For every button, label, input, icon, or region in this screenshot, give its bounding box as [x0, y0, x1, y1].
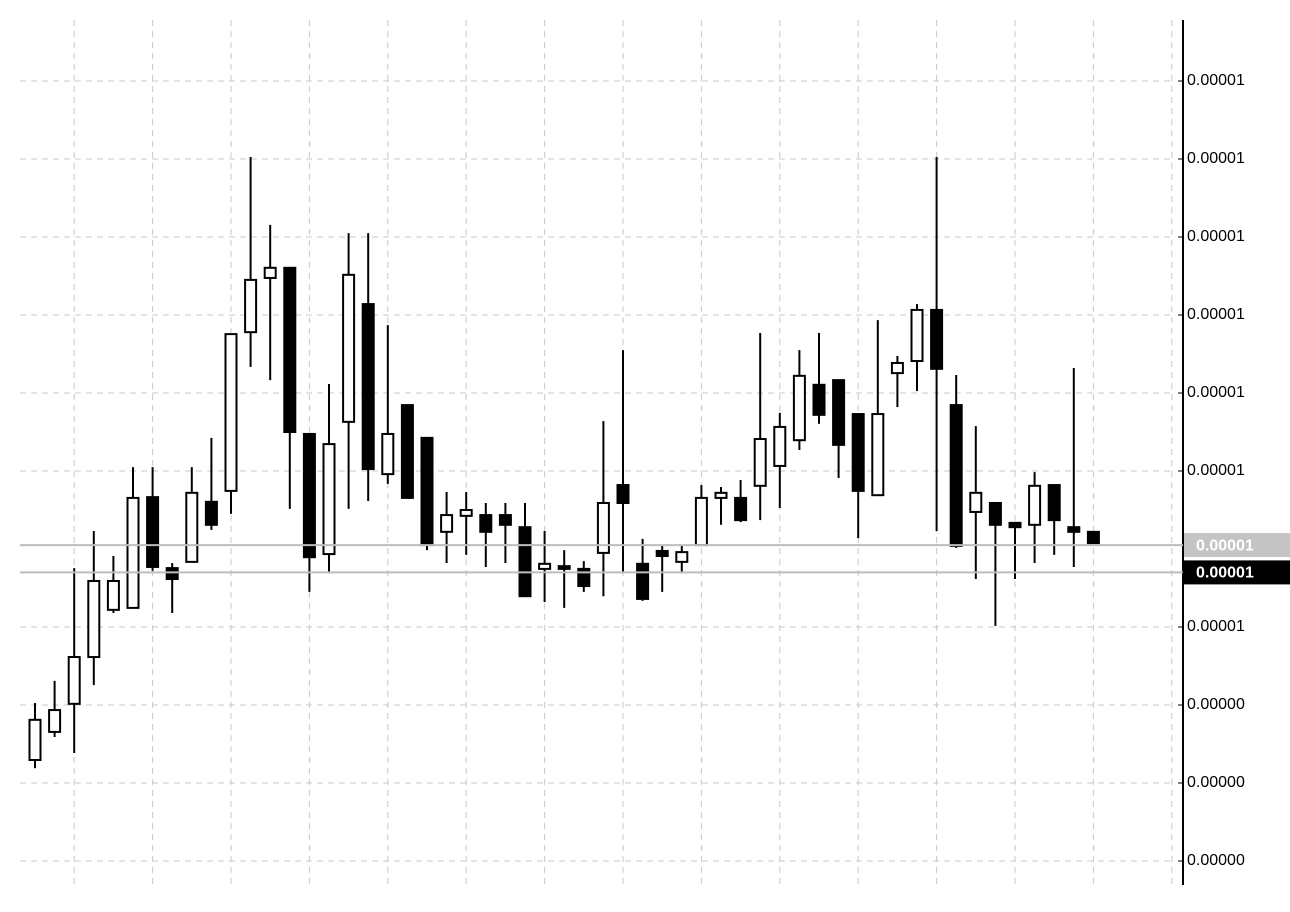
candle-body-up: [714, 491, 728, 499]
candle-body-down: [146, 496, 160, 568]
candle-body-down: [577, 567, 591, 588]
candle-body-down: [302, 432, 316, 559]
candle-body-down: [851, 413, 865, 492]
candle-body-up: [538, 562, 552, 570]
candle-body-up: [322, 443, 336, 556]
candle-body-down: [949, 404, 963, 547]
candle-body-down: [734, 496, 748, 522]
candle-body-up: [185, 491, 199, 563]
candle-body-down: [557, 565, 571, 570]
candle-body-down: [420, 436, 434, 547]
candle-body-down: [165, 567, 179, 581]
candle-body-down: [832, 379, 846, 446]
candle-body-up: [1028, 484, 1042, 526]
candle-body-down: [361, 303, 375, 471]
candle-body-down: [204, 500, 218, 526]
price-label: 0.00001: [1196, 565, 1254, 582]
candle-body-up: [87, 579, 101, 659]
candle-body-up: [381, 432, 395, 476]
candle-body-up: [792, 374, 806, 442]
candle-body-up: [459, 509, 473, 517]
candle-body-up: [694, 496, 708, 547]
candle-body-down: [930, 308, 944, 370]
candle-body-up: [48, 709, 62, 733]
candle-body-down: [812, 383, 826, 416]
candle-body-down: [479, 514, 493, 533]
candle-body-down: [498, 514, 512, 526]
candle-body-down: [1047, 484, 1061, 522]
candle-body-down: [636, 562, 650, 600]
candle-body-up: [244, 278, 258, 334]
y-tick-label: 0.00001: [1187, 306, 1245, 323]
candle-body-up: [126, 496, 140, 609]
candle-body-up: [106, 579, 120, 611]
candle-body-up: [969, 491, 983, 513]
candle-body-up: [67, 656, 81, 705]
candle-body-up: [28, 718, 42, 761]
y-tick-label: 0.00001: [1187, 384, 1245, 401]
candle-body-up: [440, 514, 454, 533]
candle-body-down: [655, 549, 669, 558]
y-tick-label: 0.00001: [1187, 72, 1245, 89]
candle-body-down: [1067, 526, 1081, 533]
candle-body-up: [890, 361, 904, 375]
y-tick-label: 0.00000: [1187, 852, 1245, 869]
y-tick-label: 0.00001: [1187, 150, 1245, 167]
candle-body-down: [616, 484, 630, 504]
candle-body-up: [910, 308, 924, 363]
candle-body-up: [675, 551, 689, 563]
candle-body-up: [753, 438, 767, 487]
candle-body-down: [400, 404, 414, 499]
y-tick-label: 0.00001: [1187, 228, 1245, 245]
candle-body-down: [283, 266, 297, 433]
candle-body-down: [518, 526, 532, 598]
y-tick-label: 0.00000: [1187, 696, 1245, 713]
candle-body-down: [988, 501, 1002, 526]
candle-body-down: [1086, 530, 1100, 545]
candle-body-up: [224, 333, 238, 492]
y-tick-label: 0.00000: [1187, 774, 1245, 791]
candle-body-up: [342, 273, 356, 423]
price-label: 0.00001: [1196, 537, 1254, 554]
candle-body-up: [773, 425, 787, 467]
price-label-box: [1184, 533, 1290, 558]
y-tick-label: 0.00001: [1187, 618, 1245, 635]
candle-body-up: [871, 413, 885, 497]
candle-body-up: [596, 501, 610, 554]
candle-body-down: [1008, 521, 1022, 529]
candle-body-up: [263, 266, 277, 279]
price-label-box: [1184, 560, 1290, 585]
y-tick-label: 0.00001: [1187, 462, 1245, 479]
